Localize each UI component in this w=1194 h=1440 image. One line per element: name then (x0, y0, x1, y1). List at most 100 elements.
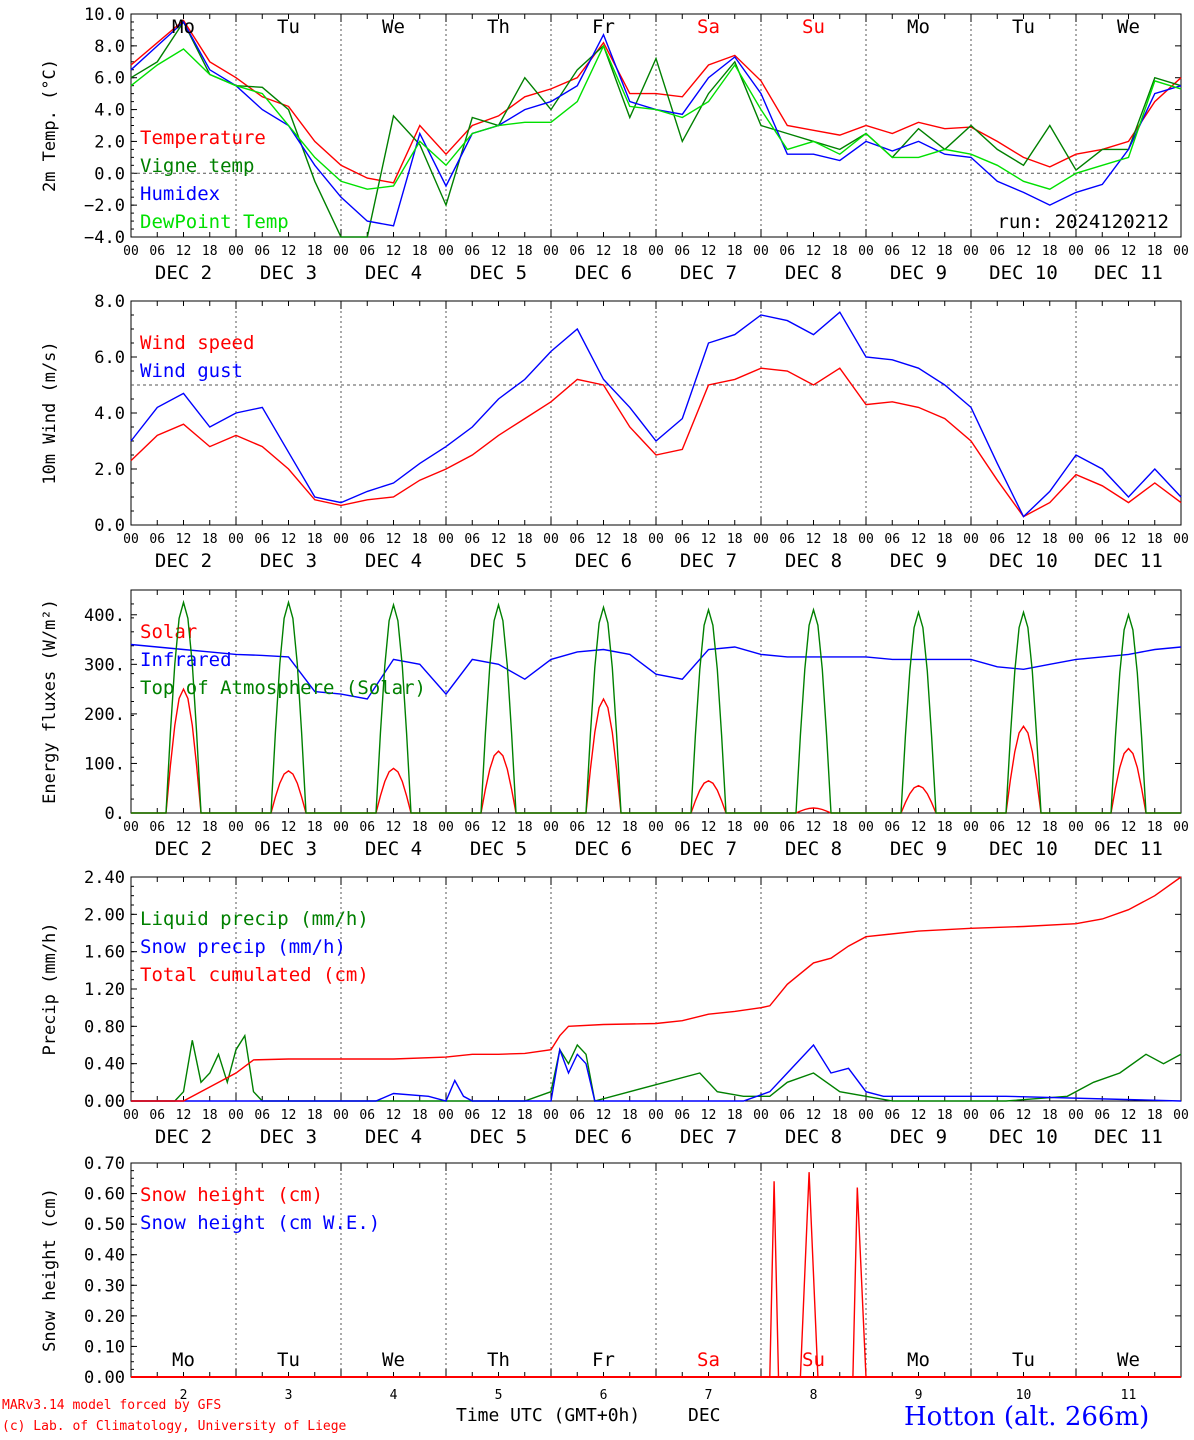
series-snow-precip-mm-h- (131, 1043, 1182, 1102)
date-label: DEC 3 (260, 550, 317, 572)
weekday-label: Tu (277, 1349, 300, 1371)
date-label: DEC 6 (575, 1126, 632, 1148)
hour-tick-label: 12 (386, 244, 402, 259)
series-total-cumulated-cm- (131, 876, 1182, 1102)
y-axis-title: 10m Wind (m/s) (40, 341, 60, 484)
y-tick-label: 0.20 (84, 1307, 125, 1327)
date-label: DEC 7 (680, 838, 737, 860)
hour-tick-label: 12 (911, 244, 927, 259)
series-temperature (130, 19, 1182, 184)
legend-entry: Wind speed (140, 332, 254, 354)
hour-tick-label: 18 (517, 532, 533, 547)
day-number-label: 9 (915, 1388, 923, 1403)
hour-tick-label: 18 (1042, 244, 1058, 259)
date-label: DEC 4 (365, 838, 422, 860)
weekday-label: Su (802, 1349, 825, 1371)
date-label: DEC 2 (155, 262, 212, 284)
hour-tick-label: 12 (281, 1108, 297, 1123)
hour-tick-label: 00 (228, 820, 244, 835)
y-tick-label: 400. (84, 606, 125, 626)
weekday-label: Mo (172, 16, 195, 38)
date-label: DEC 3 (260, 838, 317, 860)
hour-tick-label: 00 (333, 820, 349, 835)
legend-entry: Top of Atmosphere (Solar) (140, 677, 426, 699)
hour-tick-label: 00 (648, 1108, 664, 1123)
hour-tick-label: 06 (359, 1108, 375, 1123)
hour-tick-label: 18 (1147, 532, 1163, 547)
date-label: DEC 5 (470, 1126, 527, 1148)
weekday-label: Su (802, 16, 825, 38)
weekday-label: We (1117, 16, 1140, 38)
weekday-label: Sa (697, 1349, 720, 1371)
y-tick-label: 1.20 (84, 980, 125, 1000)
hour-tick-label: 18 (412, 532, 428, 547)
hour-tick-label: 00 (228, 244, 244, 259)
hour-tick-label: 00 (1068, 244, 1084, 259)
hour-tick-label: 18 (1042, 820, 1058, 835)
date-label: DEC 11 (1094, 262, 1163, 284)
hour-tick-label: 00 (858, 1108, 874, 1123)
day-number-label: 5 (495, 1388, 503, 1403)
lab-credit: (c) Lab. of Climatology, University of L… (2, 1419, 347, 1434)
hour-tick-label: 18 (412, 820, 428, 835)
y-tick-label: 100. (84, 754, 125, 774)
hour-tick-label: 12 (911, 820, 927, 835)
hour-tick-label: 18 (727, 532, 743, 547)
hour-tick-label: 12 (176, 244, 192, 259)
hour-tick-label: 06 (569, 532, 585, 547)
hour-tick-label: 18 (517, 820, 533, 835)
hour-tick-label: 12 (701, 1108, 717, 1123)
hour-tick-label: 18 (937, 532, 953, 547)
hour-tick-label: 06 (149, 820, 165, 835)
y-tick-label: 200. (84, 705, 125, 725)
day-number-label: 3 (285, 1388, 293, 1403)
hour-tick-label: 18 (727, 244, 743, 259)
hour-tick-label: 18 (307, 244, 323, 259)
hour-tick-label: 18 (832, 532, 848, 547)
hour-tick-label: 12 (386, 1108, 402, 1123)
hour-tick-label: 18 (832, 1108, 848, 1123)
weekday-label: Tu (1012, 1349, 1035, 1371)
hour-tick-label: 12 (1121, 820, 1137, 835)
hour-tick-label: 12 (1121, 244, 1137, 259)
hour-tick-label: 12 (1121, 532, 1137, 547)
date-label: DEC 2 (155, 550, 212, 572)
hour-tick-label: 12 (911, 1108, 927, 1123)
date-label: DEC 4 (365, 550, 422, 572)
legend-entry: Humidex (140, 183, 220, 205)
y-tick-label: 0.10 (84, 1337, 125, 1357)
day-number-label: 10 (1016, 1388, 1032, 1403)
day-number-label: 7 (705, 1388, 713, 1403)
month-label: DEC (688, 1405, 721, 1426)
date-label: DEC 8 (785, 838, 842, 860)
hour-tick-label: 00 (1173, 820, 1189, 835)
date-label: DEC 6 (575, 550, 632, 572)
y-tick-label: 0.70 (84, 1154, 125, 1174)
y-tick-label: 300. (84, 655, 125, 675)
y-tick-label: 0.60 (84, 1185, 125, 1205)
hour-tick-label: 12 (911, 532, 927, 547)
date-label: DEC 10 (989, 550, 1058, 572)
y-tick-label: 2.0 (94, 460, 125, 480)
y-tick-label: 4.0 (94, 101, 125, 121)
date-label: DEC 11 (1094, 838, 1163, 860)
hour-tick-label: 12 (1016, 532, 1032, 547)
hour-tick-label: 12 (386, 532, 402, 547)
hour-tick-label: 06 (569, 244, 585, 259)
hour-tick-label: 00 (753, 532, 769, 547)
date-label: DEC 7 (680, 550, 737, 572)
weekday-label: We (382, 1349, 405, 1371)
hour-tick-label: 18 (202, 244, 218, 259)
y-tick-label: 2.00 (84, 905, 125, 925)
y-tick-label: 10.0 (84, 5, 125, 25)
hour-tick-label: 06 (464, 820, 480, 835)
legend-entry: Infrared (140, 649, 232, 671)
hour-tick-label: 06 (779, 532, 795, 547)
hour-tick-label: 00 (333, 532, 349, 547)
hour-tick-label: 00 (228, 532, 244, 547)
hour-tick-label: 00 (858, 532, 874, 547)
series-dewpoint-temp (130, 44, 1182, 190)
y-tick-label: 6.0 (94, 348, 125, 368)
y-axis-title: Snow height (cm) (40, 1188, 60, 1352)
y-axis-title: Precip (mm/h) (40, 922, 60, 1055)
